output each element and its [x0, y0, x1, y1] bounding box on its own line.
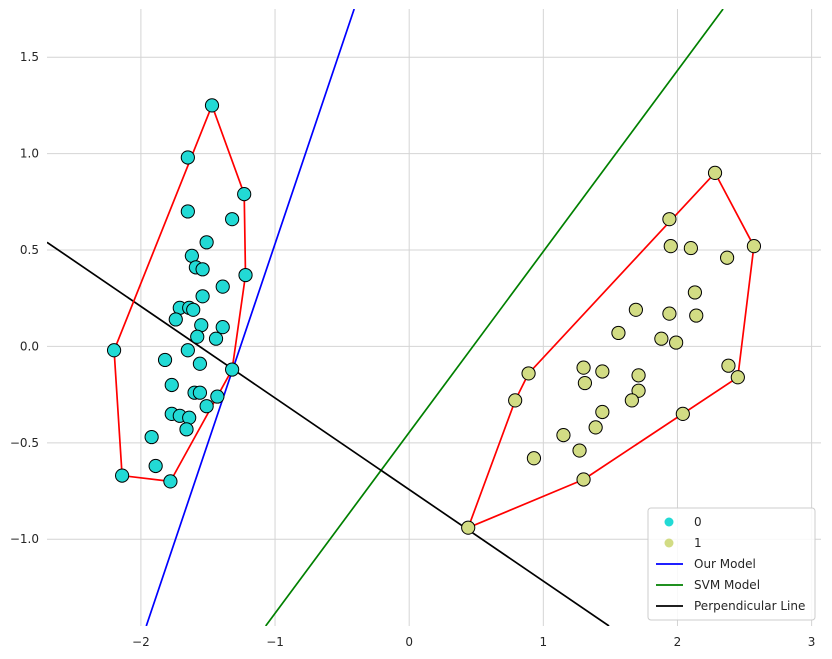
- point-class-0: [182, 410, 197, 425]
- point-class-1: [588, 420, 603, 435]
- point-class-0: [179, 422, 194, 437]
- point-class-1: [611, 325, 626, 341]
- y-tick-label: 0.0: [20, 339, 39, 353]
- point-class-0: [148, 458, 163, 474]
- point-class-1: [624, 393, 639, 408]
- y-tick-label: 1.0: [20, 147, 39, 161]
- point-class-1: [675, 406, 690, 422]
- point-class-1: [746, 239, 762, 254]
- point-class-0: [225, 362, 240, 377]
- point-class-1: [631, 383, 646, 398]
- point-class-0: [195, 289, 210, 304]
- x-tick-label: 0: [405, 635, 413, 649]
- point-class-0: [215, 320, 230, 335]
- point-class-1: [556, 428, 571, 443]
- data-points: [106, 98, 762, 535]
- point-class-0: [208, 331, 224, 346]
- point-class-0: [204, 98, 220, 113]
- point-class-0: [199, 399, 214, 414]
- point-class-1: [721, 358, 736, 373]
- point-class-0: [180, 343, 195, 358]
- point-class-1: [689, 308, 704, 323]
- point-class-1: [628, 302, 643, 317]
- point-class-0: [225, 212, 240, 227]
- x-tick-label: 2: [674, 635, 682, 649]
- y-tick-label: 1.5: [20, 50, 39, 64]
- svm-model-line: [264, 9, 724, 626]
- point-class-1: [595, 364, 610, 379]
- point-class-1: [662, 306, 677, 321]
- point-class-0: [195, 262, 210, 277]
- plot-content: [47, 9, 762, 626]
- legend-label: 0: [694, 515, 702, 529]
- legend-label: SVM Model: [694, 578, 760, 592]
- point-class-0: [199, 235, 214, 250]
- point-class-0: [210, 389, 225, 404]
- point-class-0: [164, 377, 179, 393]
- y-tick-label: −0.5: [10, 436, 39, 450]
- point-class-1: [521, 366, 536, 381]
- legend-label: Perpendicular Line: [694, 599, 805, 613]
- legend: 0 1 Our Model SVM Model Perpendicular Line: [647, 507, 816, 621]
- point-class-1: [669, 335, 684, 350]
- point-class-0: [186, 302, 201, 317]
- point-class-0: [144, 429, 159, 445]
- point-class-1: [687, 285, 703, 300]
- point-class-1: [576, 472, 591, 487]
- x-tick-label: 1: [540, 635, 548, 649]
- model-lines: [47, 9, 724, 626]
- point-class-1: [683, 240, 698, 256]
- point-class-1: [526, 451, 542, 466]
- point-class-1: [730, 370, 745, 385]
- point-class-1: [631, 368, 646, 383]
- point-class-0: [192, 385, 208, 400]
- point-class-1: [572, 443, 587, 458]
- point-class-1: [720, 250, 735, 265]
- point-class-0: [237, 187, 252, 202]
- y-tick-label: −1.0: [10, 532, 39, 546]
- point-class-0: [180, 204, 195, 219]
- legend-marker-0: [664, 517, 674, 527]
- point-class-0: [190, 329, 205, 344]
- y-tick-label: 0.5: [20, 243, 39, 257]
- point-class-1: [461, 520, 476, 535]
- point-class-0: [168, 312, 183, 327]
- point-class-0: [115, 468, 130, 483]
- hull-class-0: [113, 105, 247, 483]
- x-tick-label: 3: [808, 635, 816, 649]
- point-class-0: [157, 352, 173, 368]
- point-class-0: [215, 279, 230, 294]
- point-class-1: [662, 212, 677, 227]
- point-class-0: [180, 150, 195, 165]
- legend-label: 1: [694, 536, 702, 550]
- point-class-0: [106, 343, 122, 358]
- point-class-1: [707, 165, 723, 180]
- point-class-0: [238, 267, 253, 283]
- point-class-1: [595, 404, 610, 420]
- legend-marker-1: [664, 538, 674, 548]
- point-class-0: [192, 356, 208, 371]
- tick-labels: −2 −1 0 1 2 3 −1.0 −0.5 0.0 0.5 1.0 1.5: [10, 50, 816, 649]
- point-class-1: [508, 393, 523, 408]
- point-class-1: [654, 331, 669, 346]
- legend-label: Our Model: [694, 557, 756, 571]
- point-class-1: [577, 375, 593, 391]
- x-tick-label: −1: [266, 635, 284, 649]
- point-class-0: [163, 474, 178, 489]
- point-class-1: [663, 239, 678, 254]
- x-tick-label: −2: [132, 635, 150, 649]
- legend-box: [647, 507, 816, 621]
- our-model-line: [145, 9, 355, 626]
- perpendicular-line: [47, 241, 610, 626]
- point-class-1: [576, 360, 591, 375]
